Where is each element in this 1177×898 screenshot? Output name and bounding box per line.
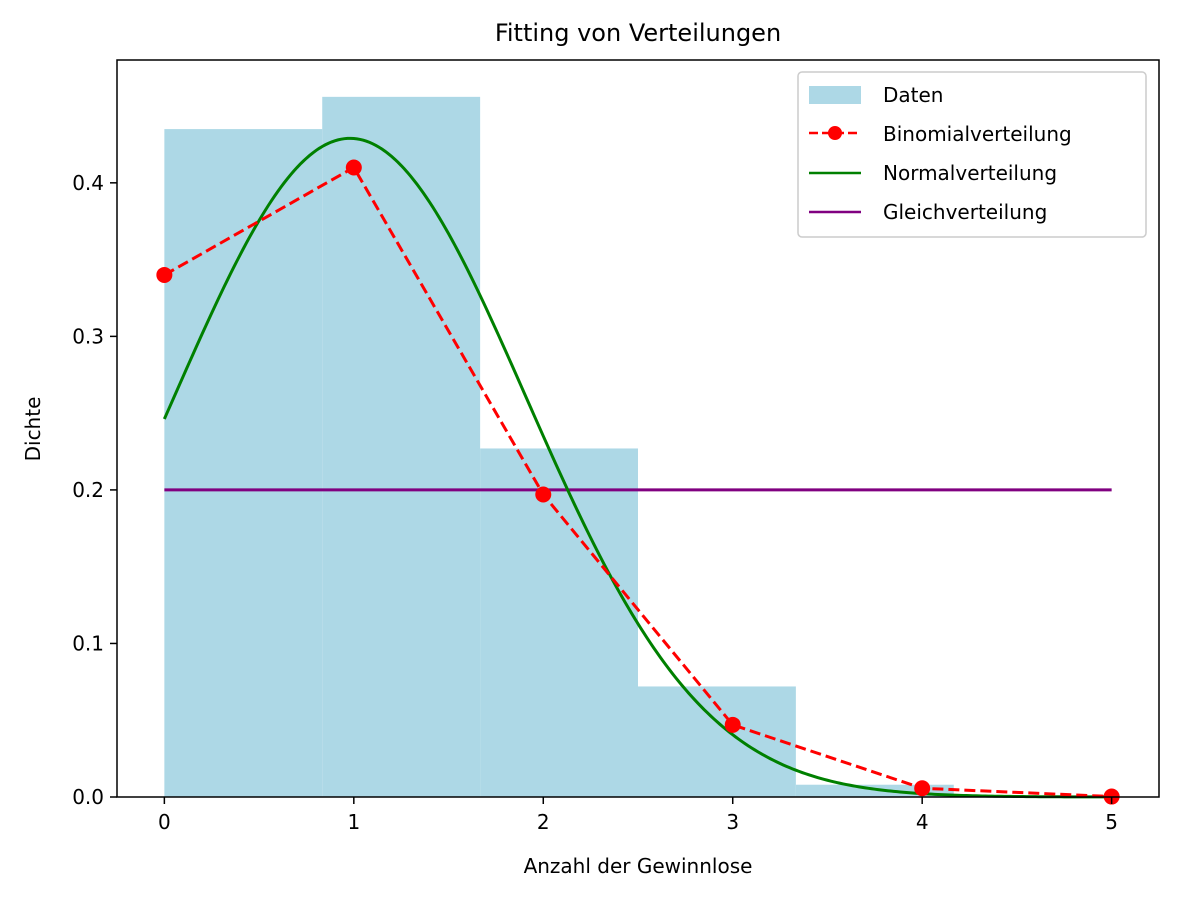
plot-frame bbox=[116, 59, 1160, 798]
histogram-bar bbox=[322, 96, 481, 798]
x-tick-label: 4 bbox=[916, 810, 929, 834]
binomial-point bbox=[156, 266, 173, 283]
legend-label-normal: Normalverteilung bbox=[883, 161, 1057, 185]
y-axis-label: Dichte bbox=[21, 397, 45, 462]
x-tick-label: 5 bbox=[1105, 810, 1118, 834]
y-tick-label: 0.0 bbox=[72, 785, 104, 809]
y-tick-label: 0.2 bbox=[72, 478, 104, 502]
normal-curve bbox=[162, 136, 1112, 799]
binomial-point bbox=[724, 716, 741, 733]
x-axis-ticks: 0 1 2 3 4 5 bbox=[158, 797, 1118, 834]
chart-title: Fitting von Verteilungen bbox=[495, 19, 781, 47]
y-tick-label: 0.1 bbox=[72, 631, 104, 655]
legend: Daten Binomialverteilung Normalverteilun… bbox=[797, 71, 1147, 238]
y-tick-label: 0.3 bbox=[72, 324, 104, 348]
histogram-bar bbox=[164, 129, 323, 797]
legend-label-uniform: Gleichverteilung bbox=[883, 200, 1047, 224]
x-tick-label: 1 bbox=[347, 810, 360, 834]
x-tick-label: 3 bbox=[726, 810, 739, 834]
x-axis-label: Anzahl der Gewinnlose bbox=[524, 854, 753, 878]
legend-swatch-histogram bbox=[809, 86, 861, 104]
histogram-bar bbox=[638, 686, 796, 797]
legend-box bbox=[797, 71, 1147, 238]
binomial-point bbox=[914, 780, 931, 797]
binomial-point bbox=[345, 159, 362, 176]
x-tick-label: 2 bbox=[537, 810, 550, 834]
binomial-point bbox=[535, 486, 552, 503]
histogram-bar bbox=[480, 448, 638, 797]
legend-label-binomial: Binomialverteilung bbox=[883, 122, 1072, 146]
normal-layer bbox=[162, 136, 1112, 799]
legend-label-histogram: Daten bbox=[883, 83, 943, 107]
y-axis-ticks: 0.0 0.1 0.2 0.3 0.4 bbox=[72, 171, 117, 809]
binomial-line bbox=[163, 165, 1112, 799]
y-tick-label: 0.4 bbox=[72, 171, 104, 195]
binomial-layer bbox=[156, 159, 1120, 805]
legend-marker-binomial bbox=[828, 126, 842, 140]
x-tick-label: 0 bbox=[158, 810, 171, 834]
histogram-layer bbox=[164, 96, 954, 798]
